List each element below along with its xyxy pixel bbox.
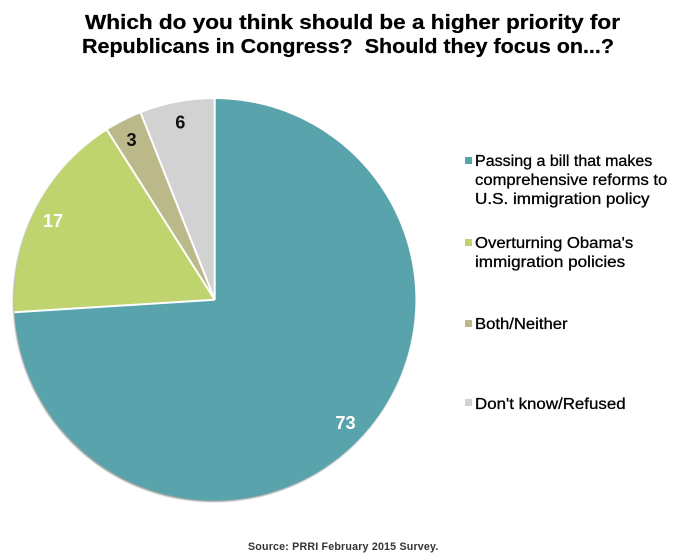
svg-text:17: 17 <box>43 211 63 231</box>
svg-text:73: 73 <box>335 413 355 433</box>
svg-text:3: 3 <box>126 130 136 150</box>
svg-text:6: 6 <box>175 113 185 133</box>
